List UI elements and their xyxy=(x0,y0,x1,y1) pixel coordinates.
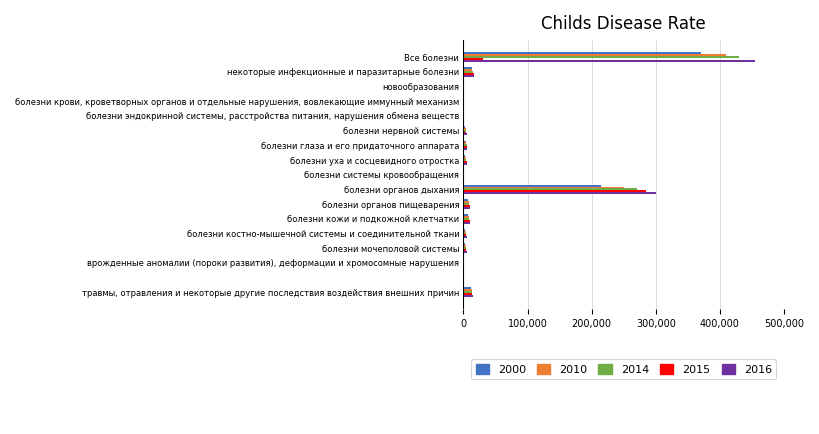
Bar xyxy=(464,230,466,233)
Bar xyxy=(464,289,472,291)
Bar xyxy=(464,229,465,230)
Bar xyxy=(464,146,467,148)
Bar xyxy=(464,134,467,135)
Bar xyxy=(464,128,466,130)
Bar xyxy=(464,187,624,188)
Bar xyxy=(464,247,466,249)
Bar xyxy=(464,188,636,191)
Bar xyxy=(464,234,466,237)
Bar xyxy=(464,245,466,247)
Bar xyxy=(464,293,473,295)
Bar xyxy=(464,60,755,62)
Legend: 2000, 2010, 2014, 2015, 2016: 2000, 2010, 2014, 2015, 2016 xyxy=(471,359,776,379)
Bar xyxy=(464,58,482,60)
Bar xyxy=(464,201,468,203)
Bar xyxy=(464,218,469,220)
Bar xyxy=(464,214,468,216)
Bar xyxy=(464,291,472,293)
Bar xyxy=(464,295,473,297)
Bar xyxy=(464,199,468,201)
Bar xyxy=(464,287,471,289)
Bar xyxy=(464,157,466,159)
Bar xyxy=(464,163,467,165)
Bar xyxy=(464,75,474,76)
Bar xyxy=(464,191,646,192)
Bar xyxy=(464,205,469,207)
Bar xyxy=(464,220,469,222)
Bar xyxy=(464,53,700,54)
Bar xyxy=(464,233,466,234)
Bar xyxy=(464,67,472,69)
Bar xyxy=(464,145,467,146)
Bar xyxy=(464,222,470,224)
Bar xyxy=(464,148,468,150)
Bar xyxy=(464,132,466,134)
Bar xyxy=(464,251,467,253)
Bar xyxy=(464,73,473,75)
Bar xyxy=(464,69,473,71)
Bar xyxy=(464,56,739,58)
Title: Childs Disease Rate: Childs Disease Rate xyxy=(541,15,706,33)
Bar xyxy=(464,203,469,205)
Bar xyxy=(464,161,467,163)
Bar xyxy=(464,207,470,209)
Bar xyxy=(464,249,466,251)
Bar xyxy=(464,159,466,161)
Bar xyxy=(464,237,467,238)
Bar xyxy=(464,243,465,245)
Bar xyxy=(464,184,601,187)
Bar xyxy=(464,126,465,128)
Bar xyxy=(464,141,466,142)
Bar xyxy=(464,142,466,145)
Bar xyxy=(464,192,656,194)
Bar xyxy=(464,54,726,56)
Bar xyxy=(464,216,468,218)
Bar xyxy=(464,155,465,157)
Bar xyxy=(464,71,473,73)
Bar xyxy=(464,130,466,132)
